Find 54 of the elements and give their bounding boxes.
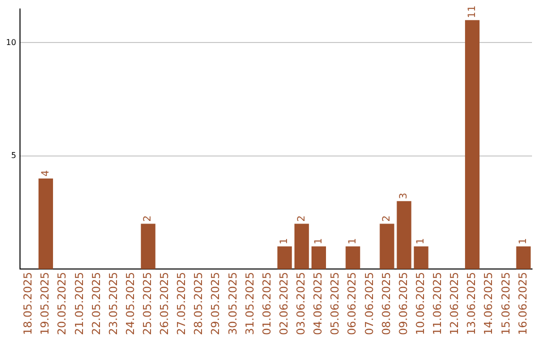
bar — [277, 246, 292, 270]
x-tick-label: 21.05.2025 — [72, 272, 86, 336]
x-tick-label: 04.06.2025 — [312, 272, 325, 336]
data-label: 1 — [279, 238, 290, 244]
x-tick-label: 10.06.2025 — [414, 272, 427, 336]
x-tick-label: 27.05.2025 — [175, 272, 188, 336]
x-tick-label: 23.05.2025 — [106, 272, 120, 336]
bar — [396, 201, 412, 270]
x-tick-label: 09.06.2025 — [396, 272, 410, 336]
data-label: 11 — [466, 5, 478, 18]
x-tick-label: 18.05.2025 — [22, 272, 35, 336]
x-tick-label: 24.05.2025 — [124, 272, 137, 336]
x-tick-label: 14.06.2025 — [482, 272, 496, 336]
bar — [294, 224, 309, 270]
x-tick-label: 11.06.2025 — [431, 272, 444, 336]
bar — [346, 246, 360, 270]
x-tick-label: 02.06.2025 — [277, 272, 290, 336]
data-label: 2 — [296, 215, 308, 222]
data-label: 1 — [518, 238, 530, 244]
y-tick-label: 5 — [11, 150, 16, 160]
x-tick-label: 29.05.2025 — [209, 272, 222, 336]
x-tick-label: 07.06.2025 — [362, 272, 376, 336]
x-tick-label: 19.05.2025 — [38, 272, 52, 336]
y-tick-label: 10 — [6, 38, 16, 47]
data-label: 1 — [313, 238, 324, 244]
data-label: 1 — [347, 238, 358, 244]
data-label: 1 — [416, 238, 427, 244]
bar — [414, 246, 428, 270]
data-label: 4 — [40, 170, 52, 177]
bar — [516, 246, 531, 270]
bar — [311, 246, 326, 270]
bar — [140, 224, 156, 270]
x-tick-label: 30.05.2025 — [226, 272, 240, 336]
x-tick-label: 13.06.2025 — [465, 272, 478, 336]
x-tick-label: 16.06.2025 — [516, 272, 530, 336]
bar — [465, 20, 480, 270]
x-tick-label: 28.05.2025 — [192, 272, 206, 336]
data-label: 3 — [398, 192, 410, 200]
x-tick-label: 01.06.2025 — [260, 272, 274, 336]
x-tick-label: 22.05.2025 — [90, 272, 103, 336]
x-tick-label: 20.05.2025 — [56, 272, 69, 336]
x-tick-label: 15.06.2025 — [499, 272, 512, 336]
bar — [380, 224, 394, 270]
x-tick-label: 06.06.2025 — [346, 272, 359, 336]
data-label: 2 — [142, 215, 154, 222]
x-tick-label: 25.05.2025 — [140, 272, 154, 336]
x-tick-label: 31.05.2025 — [243, 272, 256, 336]
data-label: 2 — [382, 215, 393, 222]
x-tick-label: 03.06.2025 — [294, 272, 308, 336]
x-tick-label: 05.06.2025 — [328, 272, 342, 336]
x-tick-label: 26.05.2025 — [158, 272, 172, 336]
bar — [38, 178, 54, 270]
x-tick-label: 12.06.2025 — [448, 272, 462, 336]
x-tick-label: 08.06.2025 — [380, 272, 393, 336]
